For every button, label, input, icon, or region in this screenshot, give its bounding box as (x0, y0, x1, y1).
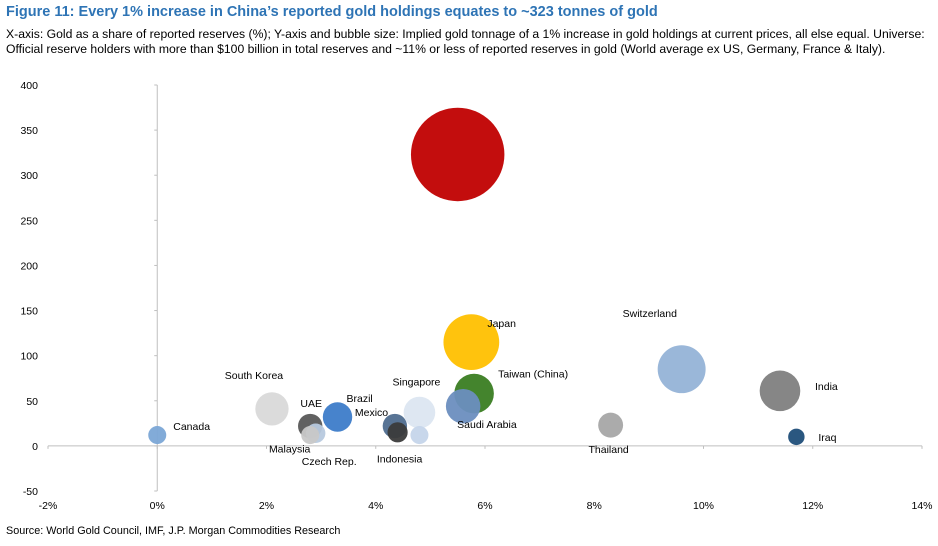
bubbles (148, 107, 805, 446)
bubble-label-uae: UAE (300, 398, 322, 410)
x-tick-label: 10% (693, 500, 714, 512)
bubble-singapore (403, 396, 436, 429)
y-tick-label: 250 (20, 215, 38, 227)
bubble-label-malaysia: Malaysia (269, 443, 311, 455)
bubble-label-taiwan-china: Taiwan (China) (498, 369, 568, 381)
x-tick-label: -2% (39, 500, 58, 512)
y-tick-label: 350 (20, 125, 38, 137)
bubble-label-brazil: Brazil (347, 393, 373, 405)
bubble-label-saudi-arabia: Saudi Arabia (457, 419, 517, 431)
bubble-south-korea (255, 392, 289, 426)
y-tick-label: 150 (20, 306, 38, 318)
bubble-label-switzerland: Switzerland (623, 308, 677, 320)
bubble-label-czech-rep: Czech Rep. (302, 456, 357, 468)
bubble-label-japan: Japan (487, 318, 516, 330)
y-tick-label: 0 (32, 441, 38, 453)
x-tick-label: 2% (259, 500, 274, 512)
bubble-label-india: India (815, 381, 838, 393)
x-tick-label: 14% (911, 500, 932, 512)
bubble-switzerland (657, 345, 706, 394)
bubble-canada (148, 426, 167, 445)
y-tick-label: 200 (20, 260, 38, 272)
bubble-saudi-arabia (445, 388, 481, 424)
bubble-label-iraq: Iraq (818, 432, 836, 444)
bubble-indonesia-cluster (410, 426, 429, 445)
y-tick-label: 300 (20, 170, 38, 182)
x-tick-label: 4% (368, 500, 383, 512)
x-tick-label: 6% (477, 500, 492, 512)
bubble-indonesia (387, 422, 408, 443)
figure-title: Figure 11: Every 1% increase in China’s … (6, 4, 658, 20)
x-tick-label: 12% (802, 500, 823, 512)
bubble-label-mexico: Mexico (355, 407, 388, 419)
y-tick-label: 400 (20, 80, 38, 92)
bubble-iraq (788, 428, 805, 446)
bubble-label-south-korea: South Korea (225, 370, 284, 382)
bubble-label-thailand: Thailand (588, 444, 628, 456)
axes: -50 0 50 100 150 200 250 300 350 400 -2% 0% 2% 4% 6% 8%… (20, 80, 932, 512)
y-tick-label: -50 (23, 486, 38, 498)
bubble-india (759, 370, 801, 412)
x-tick-label: 0% (150, 500, 165, 512)
bubble-label-canada: Canada (173, 421, 210, 433)
bubble-china (410, 107, 505, 202)
bubble-thailand (598, 412, 624, 438)
bubble-labels: ChinaJapanSwitzerlandIndiaTaiwan (China)… (173, 308, 838, 468)
x-tick-label: 8% (587, 500, 602, 512)
y-tick-label: 50 (26, 396, 38, 408)
bubble-label-singapore: Singapore (393, 377, 441, 389)
bubble-czech-rep (301, 426, 320, 445)
bubble-label-indonesia: Indonesia (377, 453, 423, 465)
bubble-japan (443, 314, 500, 371)
figure-subtitle: X-axis: Gold as a share of reported rese… (6, 27, 925, 56)
bubble-brazil (322, 402, 353, 432)
figure-source: Source: World Gold Council, IMF, J.P. Mo… (6, 525, 341, 537)
y-tick-label: 100 (20, 351, 38, 363)
